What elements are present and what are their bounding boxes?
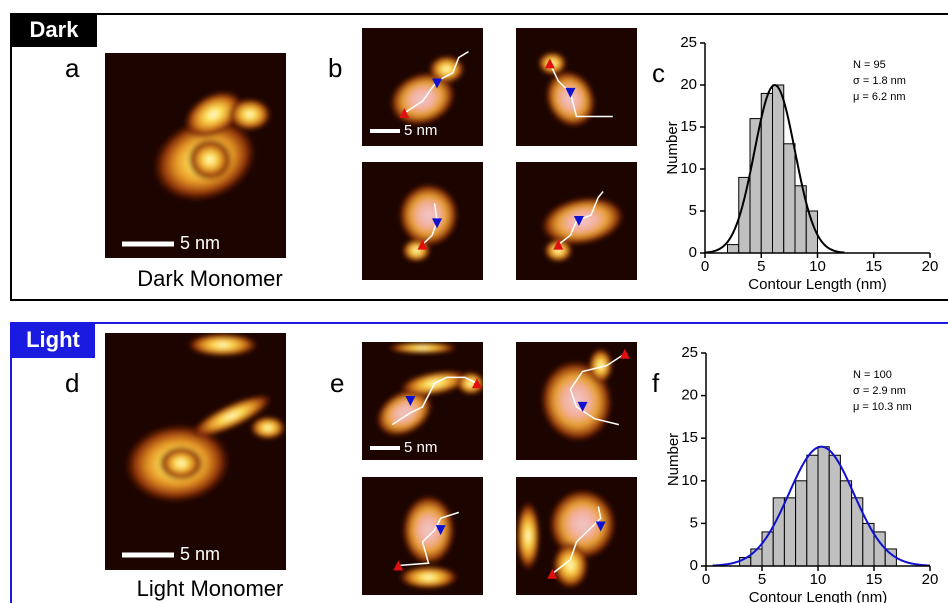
afm-content (362, 477, 483, 595)
afm-blob (402, 239, 431, 263)
panel-letter: b (328, 53, 342, 83)
afm-blob (250, 416, 286, 440)
y-axis-label: Number (665, 433, 682, 486)
afm-content (516, 342, 637, 460)
scale-bar (370, 129, 400, 133)
y-tick-label: 10 (681, 472, 698, 489)
y-tick-label: 5 (689, 202, 697, 219)
y-tick-label: 15 (680, 118, 697, 135)
afm-content (362, 162, 483, 280)
afm-content (516, 162, 637, 280)
afm-blob (552, 542, 588, 589)
y-axis-label: Number (664, 121, 681, 174)
afm-image (516, 342, 637, 460)
afm-content (516, 477, 637, 595)
panel-label: Light (26, 327, 80, 352)
afm-blob (589, 348, 613, 383)
afm-blobs (398, 495, 459, 589)
afm-blob (456, 372, 485, 396)
panel-letter: e (330, 368, 344, 398)
bar (728, 245, 739, 253)
afm-blob (159, 447, 202, 480)
bar (751, 549, 762, 566)
x-tick-label: 5 (758, 571, 766, 588)
y-tick-label: 0 (690, 557, 698, 574)
afm-image (105, 333, 286, 570)
scale-bar (122, 553, 174, 558)
scale-bar (122, 242, 174, 247)
y-tick-label: 20 (681, 387, 698, 404)
x-tick-label: 5 (757, 258, 765, 275)
afm-blob (386, 342, 459, 354)
afm-image (516, 28, 637, 146)
panel-letter: f (652, 368, 660, 398)
afm-content (105, 53, 286, 258)
scale-bar (370, 446, 400, 450)
bar (807, 455, 818, 566)
annotation: μ = 6.2 nm (853, 91, 906, 103)
afm-image (516, 477, 637, 595)
afm-blob (186, 333, 258, 357)
bar (761, 93, 772, 253)
afm-blob (398, 566, 459, 590)
x-tick-label: 15 (865, 258, 882, 275)
annotation: μ = 10.3 nm (853, 401, 912, 413)
annotation: N = 95 (853, 59, 886, 71)
x-tick-label: 0 (701, 258, 709, 275)
annotation: N = 100 (853, 369, 892, 381)
scale-label: 5 nm (180, 233, 220, 253)
afm-blob (516, 501, 540, 572)
x-tick-label: 10 (810, 571, 827, 588)
y-tick-label: 20 (680, 76, 697, 93)
x-axis-label: Contour Length (nm) (749, 589, 887, 603)
panel-letter: c (652, 58, 665, 88)
figure: Dark Light a 5 nm Dark Monomer b 5 nm d 5 nm Li… (0, 0, 948, 603)
x-axis-label: Contour Length (nm) (748, 276, 886, 293)
x-tick-label: 20 (922, 258, 939, 275)
x-tick-label: 15 (866, 571, 883, 588)
scale-label: 5 nm (404, 122, 437, 139)
afm-image (516, 162, 637, 280)
scale-label: 5 nm (404, 439, 437, 456)
y-tick-label: 25 (681, 344, 698, 361)
afm-blob (402, 495, 455, 566)
bar (750, 119, 761, 253)
bar (829, 455, 840, 566)
y-tick-label: 5 (690, 514, 698, 531)
afm-blob (188, 139, 231, 180)
bar (773, 85, 784, 253)
annotation: σ = 2.9 nm (853, 385, 906, 397)
annotation: σ = 1.8 nm (853, 75, 906, 87)
panel-letter: a (65, 53, 80, 83)
caption: Dark Monomer (137, 266, 282, 291)
bar (796, 481, 807, 566)
afm-image (362, 477, 483, 595)
y-tick-label: 15 (681, 429, 698, 446)
bar (840, 481, 851, 566)
scale-label: 5 nm (180, 544, 220, 564)
x-tick-label: 0 (702, 571, 710, 588)
afm-content (516, 28, 637, 146)
bar (784, 144, 795, 253)
y-tick-label: 10 (680, 160, 697, 177)
panel-letter: d (65, 368, 79, 398)
bar (818, 447, 829, 566)
afm-blob (398, 183, 459, 247)
y-tick-label: 0 (689, 244, 697, 261)
x-tick-label: 10 (809, 258, 826, 275)
y-tick-label: 25 (680, 34, 697, 51)
bar (784, 498, 795, 566)
panel-label: Dark (30, 17, 80, 42)
afm-image (362, 162, 483, 280)
afm-image (105, 53, 286, 258)
afm-blob (228, 98, 271, 131)
x-tick-label: 20 (922, 571, 939, 588)
caption: Light Monomer (137, 576, 284, 601)
afm-content (105, 333, 286, 570)
